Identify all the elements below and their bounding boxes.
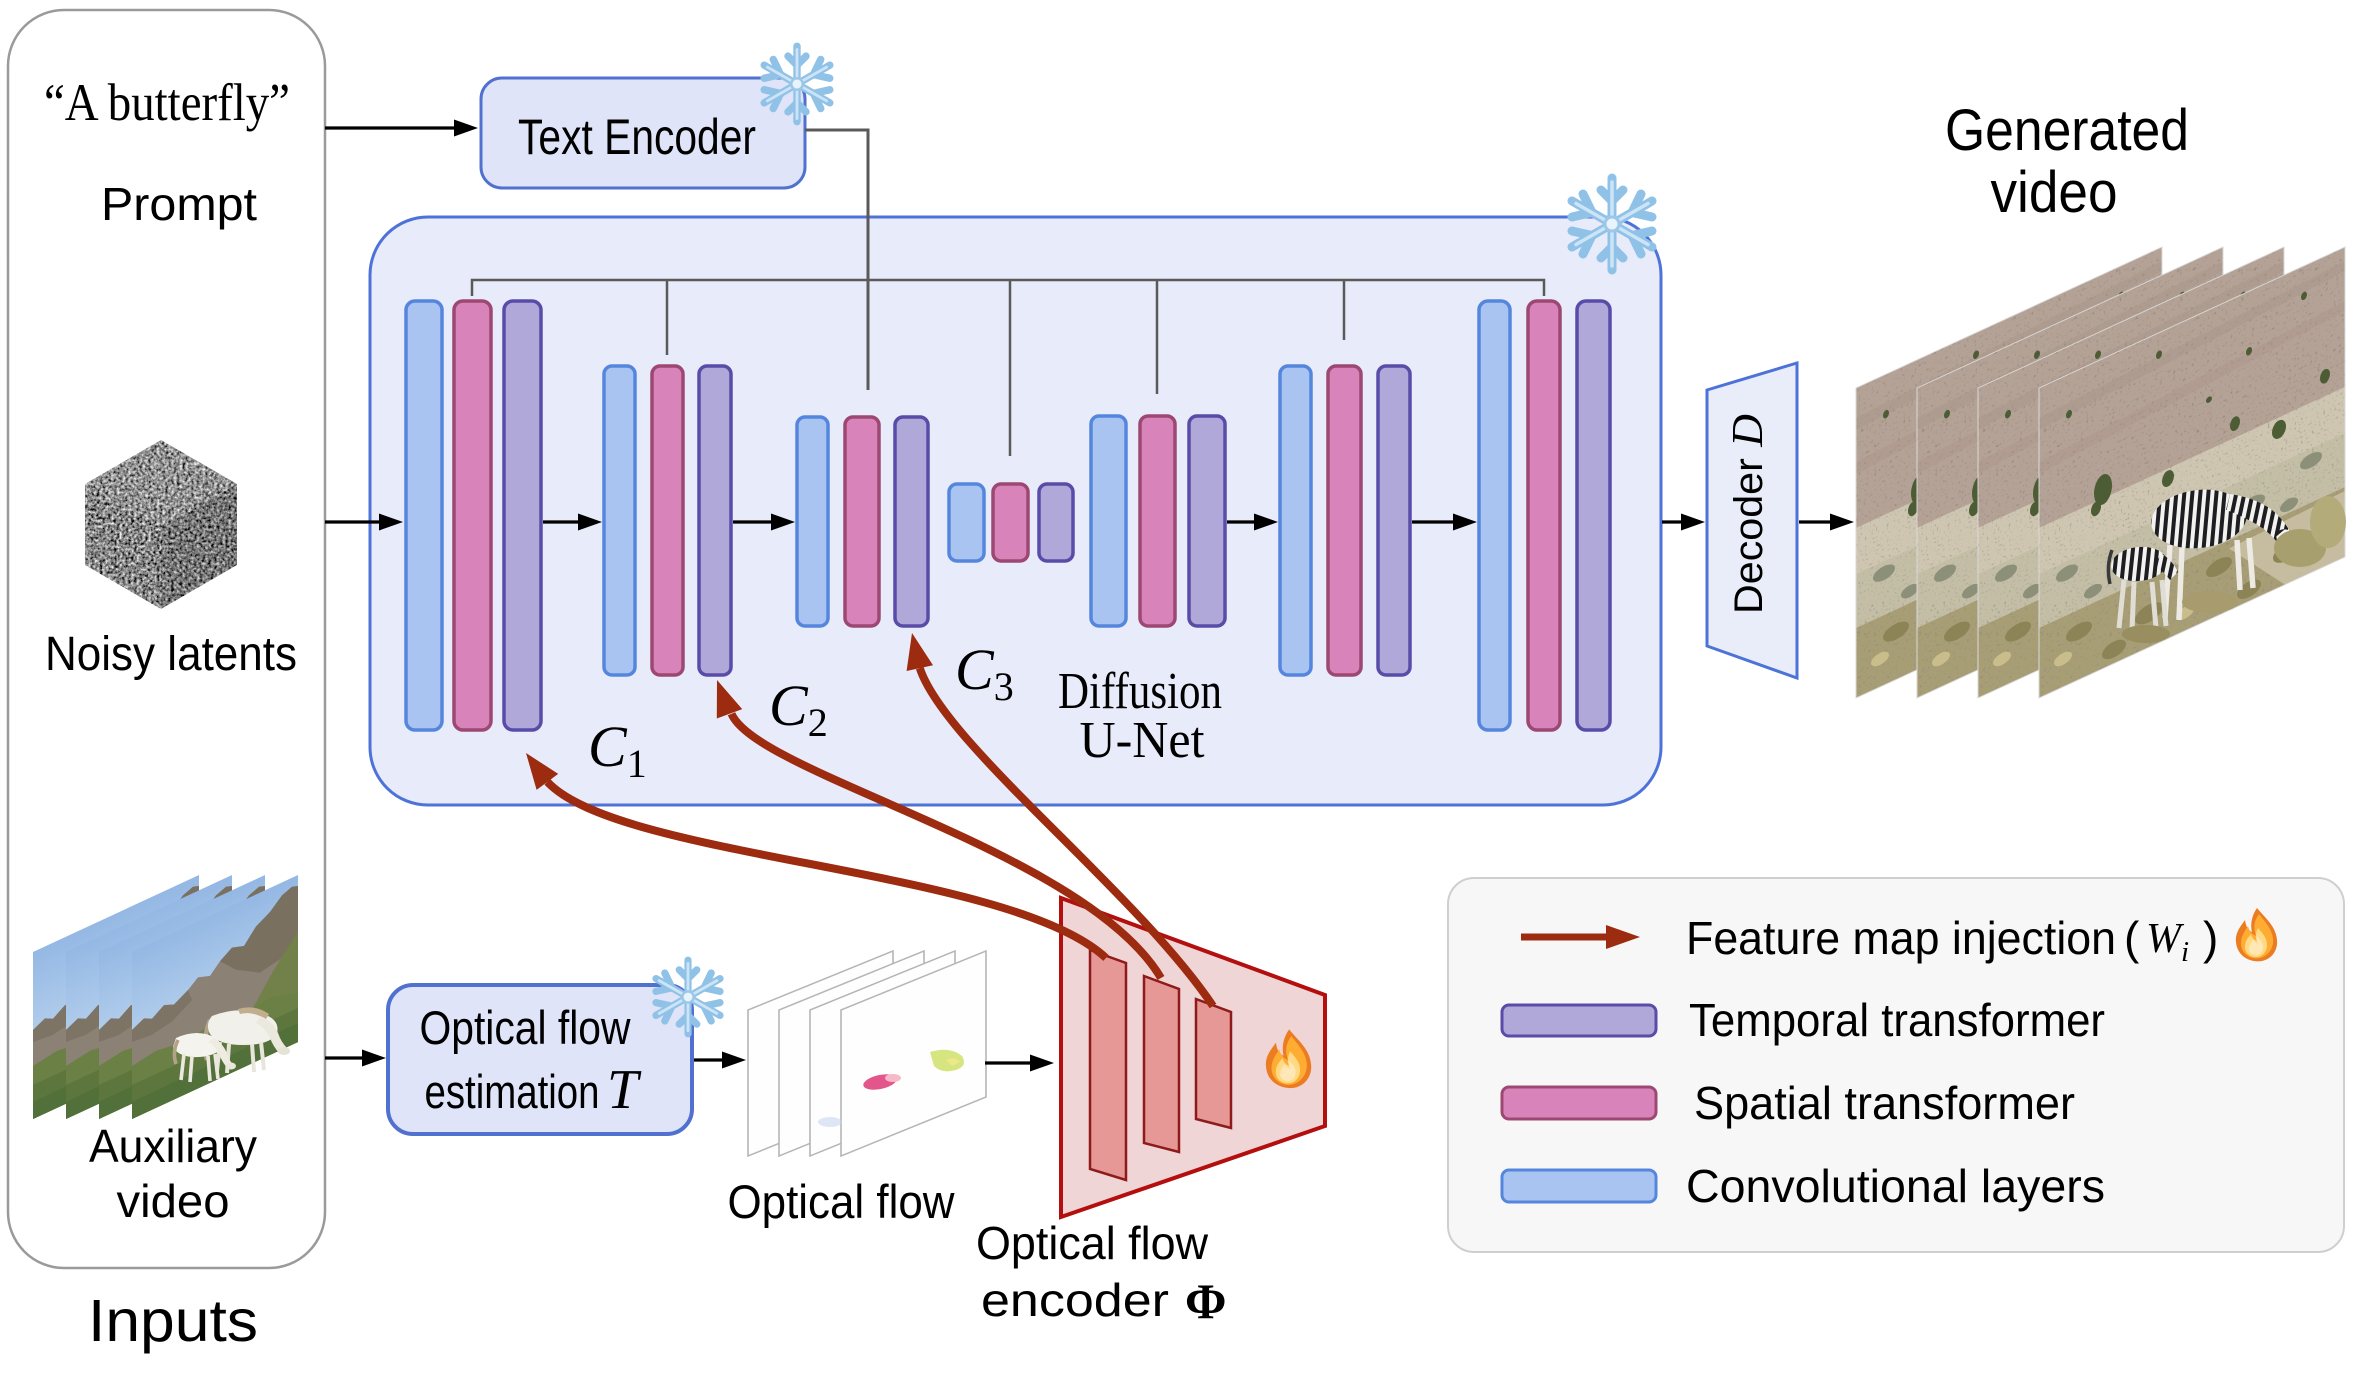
svg-text:Auxiliary: Auxiliary [89, 1120, 257, 1172]
svg-text:Spatial transformer: Spatial transformer [1694, 1077, 2075, 1129]
svg-text:Optical flow: Optical flow [420, 1001, 632, 1054]
svg-text:estimation: estimation [425, 1065, 600, 1118]
svg-text:Optical flow: Optical flow [976, 1217, 1209, 1269]
svg-text:Text Encoder: Text Encoder [518, 109, 756, 165]
svg-text:Decoder D: Decoder D [1723, 414, 1772, 614]
svg-text:video: video [1991, 160, 2118, 225]
svg-text:Noisy latents: Noisy latents [45, 628, 297, 681]
svg-text:Φ: Φ [1185, 1273, 1226, 1329]
svg-text:Temporal transformer: Temporal transformer [1689, 994, 2105, 1046]
svg-text:“A butterfly”: “A butterfly” [44, 74, 290, 132]
svg-text:Inputs: Inputs [88, 1288, 258, 1354]
svg-text:(: ( [2124, 912, 2140, 964]
svg-text:U-Net: U-Net [1080, 712, 1206, 769]
svg-text:video: video [117, 1175, 230, 1227]
svg-text:Prompt: Prompt [101, 178, 257, 230]
svg-text:T: T [607, 1059, 642, 1121]
svg-text:Convolutional layers: Convolutional layers [1686, 1160, 2105, 1212]
svg-text:Optical flow: Optical flow [728, 1175, 956, 1228]
svg-text:encoder: encoder [981, 1274, 1169, 1326]
svg-text:C1: C1 [588, 714, 647, 786]
svg-text:Feature map injection: Feature map injection [1686, 912, 2116, 964]
svg-text:): ) [2203, 912, 2218, 964]
svg-text:Diffusion: Diffusion [1058, 663, 1222, 720]
svg-text:Generated: Generated [1945, 98, 2189, 163]
